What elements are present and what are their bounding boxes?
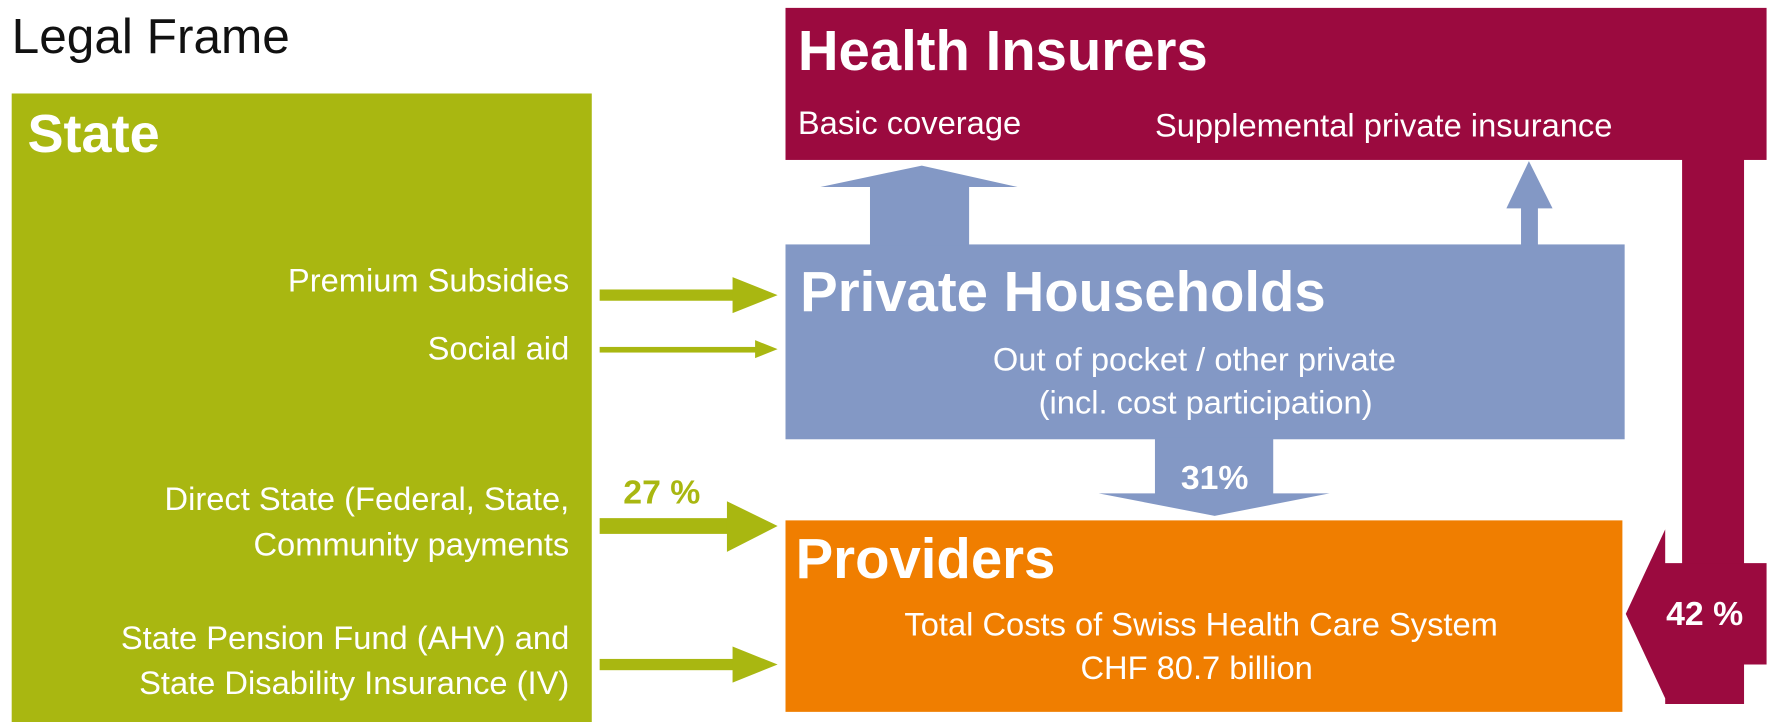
flow-label: Social aid <box>428 329 570 366</box>
arrow <box>1506 161 1553 209</box>
arrow <box>726 501 778 552</box>
arrow <box>1521 206 1538 246</box>
arrow <box>599 289 735 301</box>
arrow <box>599 658 735 671</box>
arrow <box>599 346 758 353</box>
share-label: 31% <box>1181 459 1249 497</box>
flow-label: Community payments <box>253 525 569 562</box>
insurer-item: Basic coverage <box>798 104 1021 141</box>
arrow <box>1154 437 1274 496</box>
health-insurers-title: Health Insurers <box>798 19 1208 82</box>
flow-label: Premium Subsidies <box>288 262 569 299</box>
households-line: Out of pocket / other private <box>993 341 1396 378</box>
providers-line: CHF 80.7 billion <box>1080 649 1312 686</box>
arrow <box>732 277 778 314</box>
households-line: (incl. cost participation) <box>1039 383 1373 420</box>
insurer-bar <box>1682 157 1745 566</box>
arrow <box>869 182 970 246</box>
arrow <box>755 340 778 359</box>
health-insurers-box <box>785 7 1767 160</box>
providers-box <box>785 520 1623 712</box>
state-arrows <box>599 277 778 683</box>
state-box <box>11 93 592 722</box>
flow-label: State Disability Insurance (IV) <box>139 664 569 701</box>
insurer-arrow <box>1625 529 1767 704</box>
flow-label: State Pension Fund (AHV) and <box>121 619 569 656</box>
insurer-item: Supplemental private insurance <box>1155 106 1612 143</box>
private-households-title: Private Households <box>800 260 1326 323</box>
arrow <box>599 518 730 534</box>
providers-line: Total Costs of Swiss Health Care System <box>904 605 1497 642</box>
providers-title: Providers <box>796 527 1056 590</box>
arrow <box>820 165 1018 187</box>
private-households-box <box>785 244 1625 440</box>
flow-label: Direct State (Federal, State, <box>164 480 569 517</box>
title: Legal Frame <box>12 8 290 64</box>
share-label: 27 % <box>623 473 700 511</box>
arrow <box>732 646 778 683</box>
share-label: 42 % <box>1666 595 1743 633</box>
arrow <box>1098 493 1330 516</box>
state-title: State <box>27 104 159 164</box>
